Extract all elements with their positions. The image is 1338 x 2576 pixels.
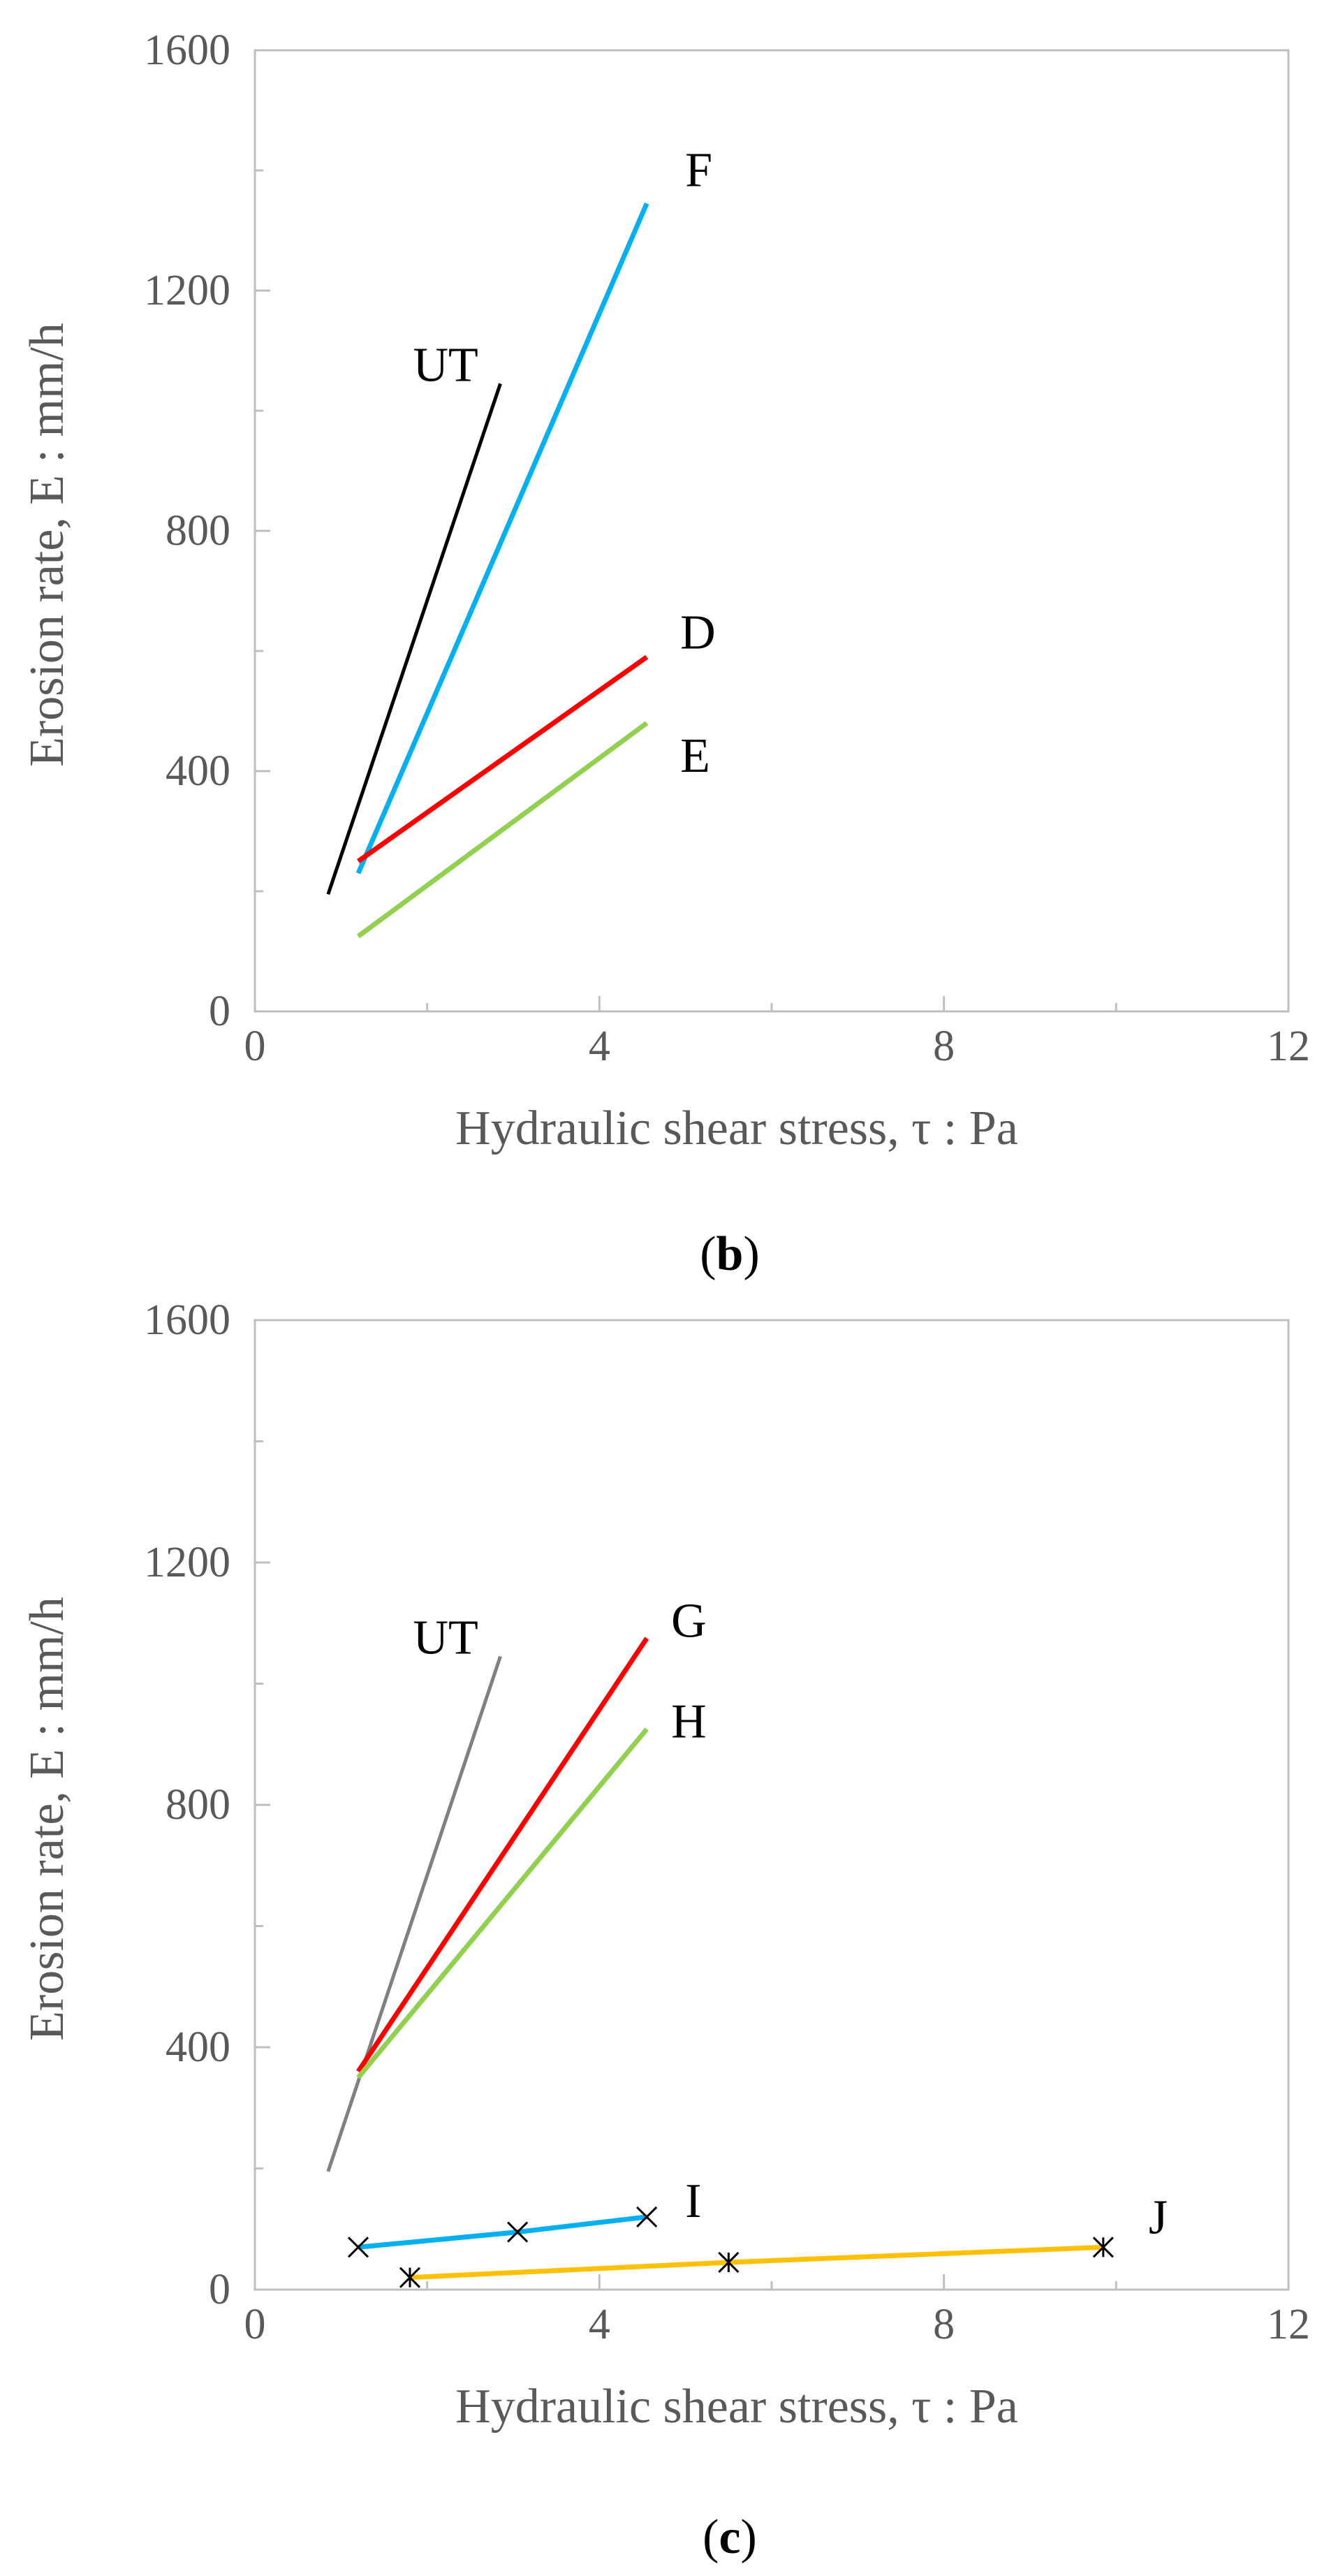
series-line-d — [356, 654, 649, 863]
series-label-ut: UT — [413, 338, 478, 392]
y-tick-label: 1600 — [144, 27, 230, 74]
series-line-ut — [326, 1655, 502, 2172]
x-axis-title: Hydraulic shear stress, τ : Pa — [455, 2380, 1018, 2434]
y-tick-label: 0 — [209, 2266, 230, 2313]
panel-b: 0 4 8 12 0 400 800 1200 1600 Hydraulic shear stre… — [20, 27, 1310, 1281]
data-point-j — [1092, 2237, 1114, 2258]
panel-caption: (b) — [700, 1227, 760, 1281]
x-tick-label: 12 — [1267, 1023, 1310, 1070]
series-label-i: I — [685, 2174, 701, 2228]
series-label-e: E — [680, 729, 710, 783]
panel-c: 0 4 8 12 0 400 800 1200 1600 Hydraulic shear stre… — [20, 1296, 1310, 2564]
x-axis-title: Hydraulic shear stress, τ : Pa — [455, 1102, 1018, 1155]
x-tick-label: 12 — [1267, 2301, 1310, 2348]
data-point-i — [347, 2237, 369, 2258]
y-tick-label: 400 — [166, 747, 230, 795]
series-label-ut: UT — [413, 1611, 478, 1664]
y-tick-label: 800 — [166, 507, 230, 555]
y-axis-title: Erosion rate, E : mm/h — [20, 323, 74, 767]
series-label-d: D — [680, 606, 716, 660]
series-label-f: F — [685, 143, 712, 197]
series-line-f — [355, 202, 649, 874]
y-tick-label: 800 — [166, 1781, 230, 1829]
data-point-i — [636, 2206, 658, 2227]
y-tick-label: 1200 — [144, 1539, 230, 1586]
y-axis-title: Erosion rate, E : mm/h — [20, 1597, 74, 2041]
series-label-j: J — [1149, 2190, 1168, 2244]
y-tick-label: 1600 — [144, 1296, 230, 1344]
y-tick-label: 400 — [166, 2024, 230, 2071]
series-line-e — [356, 721, 649, 939]
y-tick-label: 1200 — [144, 267, 230, 314]
series-line-ut — [326, 383, 502, 895]
x-tick-label: 4 — [589, 2301, 610, 2348]
x-tick-label: 8 — [933, 1023, 955, 1070]
data-point-j — [399, 2267, 421, 2288]
series-label-h: H — [671, 1695, 707, 1749]
x-tick-label: 4 — [589, 1023, 610, 1070]
series-line-g — [356, 1637, 649, 2073]
data-point-j — [718, 2251, 740, 2274]
panel-caption: (c) — [703, 2510, 757, 2564]
data-point-i — [507, 2221, 529, 2243]
x-tick-label: 8 — [933, 2301, 955, 2348]
series-line-h — [356, 1727, 649, 2079]
x-tick-label: 0 — [244, 2301, 266, 2348]
series-label-g: G — [671, 1594, 707, 1648]
x-tick-label: 0 — [244, 1023, 266, 1070]
y-tick-label: 0 — [209, 988, 230, 1035]
